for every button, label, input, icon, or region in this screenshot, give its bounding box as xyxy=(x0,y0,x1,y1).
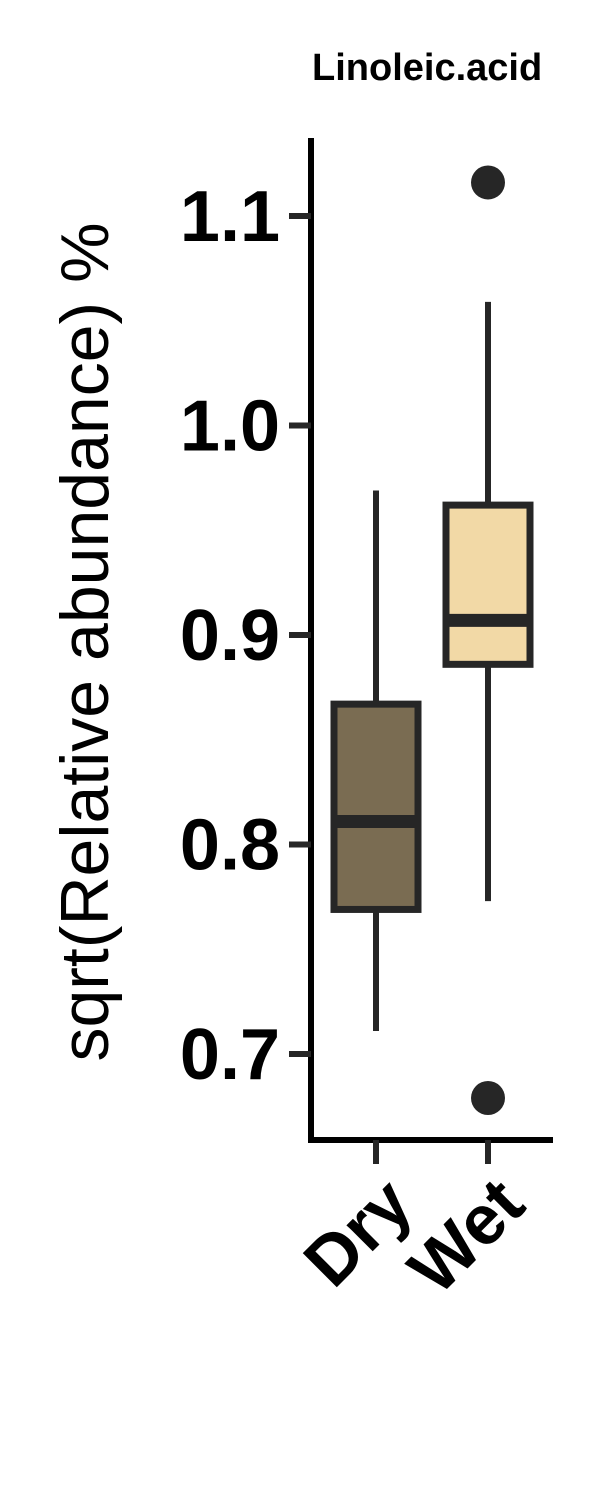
outlier-point xyxy=(471,165,505,200)
chart-title: Linoleic.acid xyxy=(312,47,542,89)
outlier-point xyxy=(471,1080,505,1115)
y-tick-label: 1.1 xyxy=(180,177,280,257)
box-dry xyxy=(330,700,422,913)
x-tick-label: Dry xyxy=(289,1163,427,1301)
box-wet xyxy=(442,501,534,668)
x-tick-label: Wet xyxy=(394,1163,539,1308)
y-tick-label: 0.8 xyxy=(180,806,280,886)
y-tick-label: 0.9 xyxy=(180,596,280,676)
y-tick-label: 1.0 xyxy=(180,387,280,467)
y-axis-label: sqrt(Relative abundance) % xyxy=(47,222,123,1061)
y-tick-label: 0.7 xyxy=(180,1015,280,1095)
